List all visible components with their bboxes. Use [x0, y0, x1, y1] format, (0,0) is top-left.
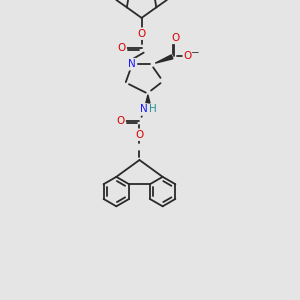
- Text: O: O: [171, 33, 179, 43]
- Text: O: O: [135, 130, 144, 140]
- Text: N: N: [128, 59, 136, 69]
- Text: H: H: [149, 104, 157, 115]
- Text: −: −: [191, 48, 200, 58]
- Polygon shape: [146, 95, 150, 103]
- Text: N: N: [140, 104, 148, 115]
- Text: O: O: [116, 116, 125, 126]
- Polygon shape: [155, 55, 173, 63]
- Text: O: O: [137, 29, 146, 39]
- Text: O: O: [118, 44, 126, 53]
- Text: O: O: [184, 51, 192, 61]
